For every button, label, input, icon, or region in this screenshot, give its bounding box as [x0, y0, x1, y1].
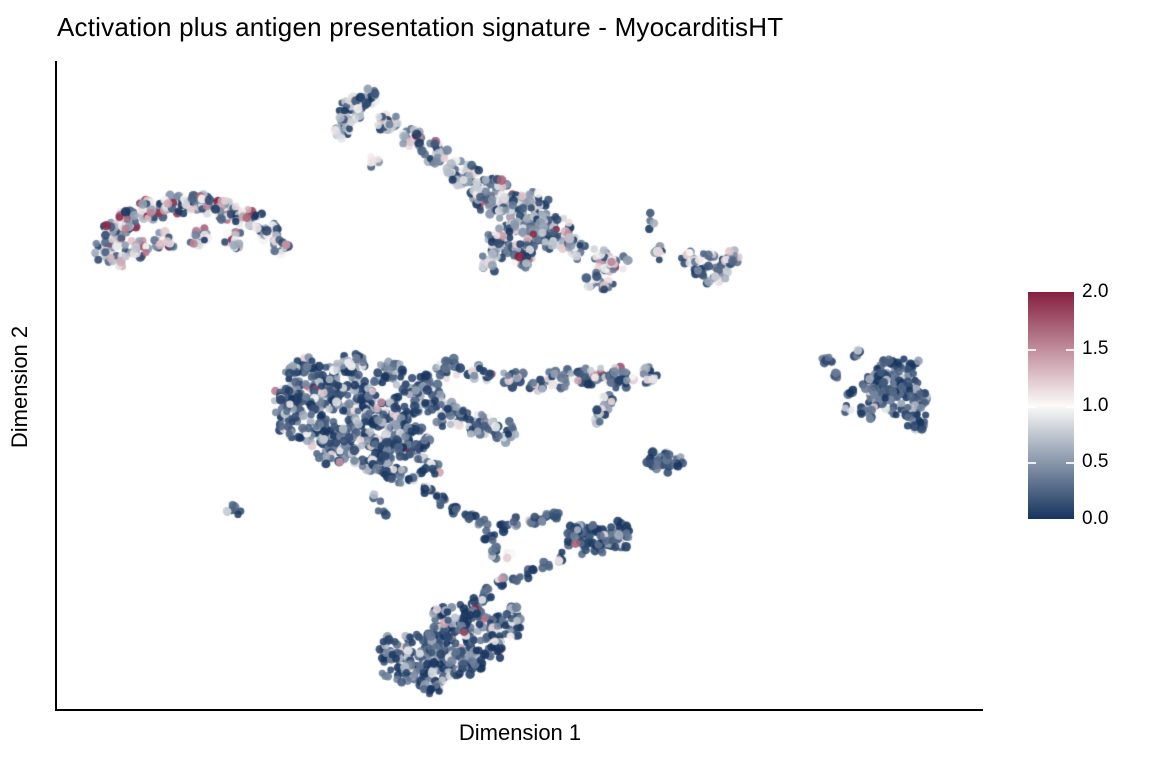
colorbar-tick-mark-0.5-left	[1028, 462, 1036, 465]
colorbar-tick-mark-1.5-left	[1028, 348, 1036, 351]
colorbar-tick-mark-0.5-right	[1066, 462, 1074, 465]
colorbar-tick-mark-1.0-left	[1028, 405, 1036, 408]
y-axis-label: Dimension 2	[7, 325, 32, 449]
x-axis-label: Dimension 1	[458, 720, 582, 745]
colorbar: 2.0 1.5 1.0 0.5 0.0	[1028, 281, 1108, 529]
colorbar-tick-label: 2.0	[1082, 281, 1109, 302]
colorbar-tick-label: 0.0	[1082, 508, 1109, 529]
colorbar-tick-mark-1.0-right	[1066, 405, 1074, 408]
colorbar-tick-label: 1.0	[1082, 394, 1109, 416]
y-axis-line	[55, 61, 57, 711]
colorbar-tick-label: 0.5	[1082, 451, 1109, 473]
x-axis-line	[55, 709, 983, 711]
colorbar-tick-mark-1.5-right	[1066, 348, 1074, 351]
colorbar-tick-label: 1.5	[1082, 337, 1109, 359]
